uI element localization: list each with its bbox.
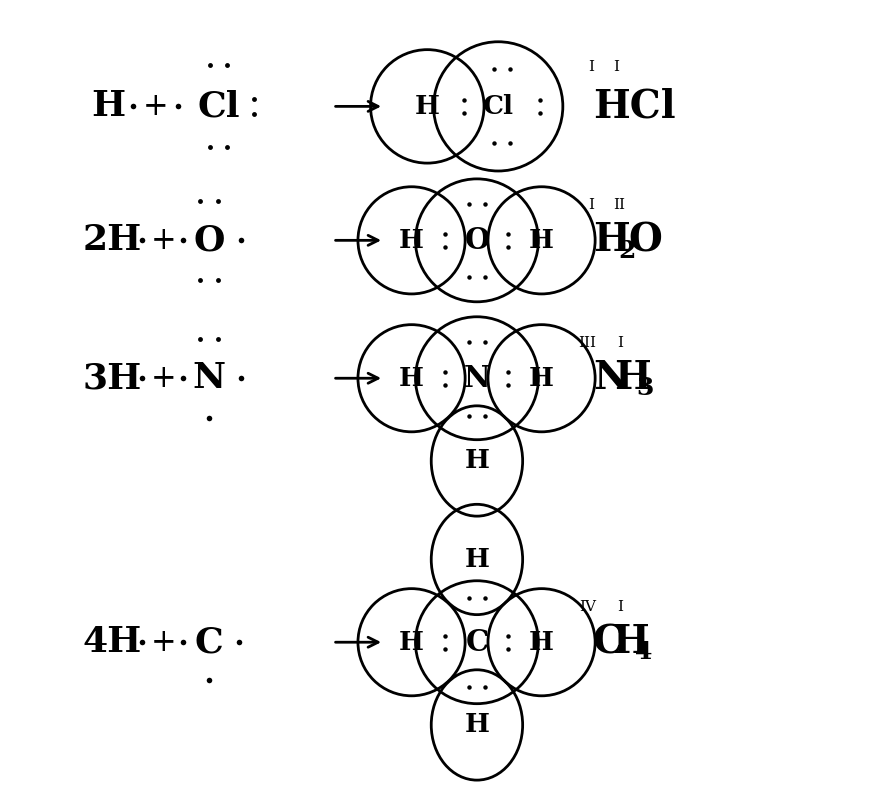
- Text: C: C: [195, 625, 224, 660]
- Text: H: H: [529, 228, 554, 253]
- Text: H: H: [465, 547, 489, 572]
- Text: O: O: [628, 221, 662, 259]
- Text: O: O: [193, 223, 224, 258]
- Text: 3: 3: [637, 377, 654, 400]
- Text: O: O: [464, 226, 490, 255]
- Text: I: I: [618, 336, 623, 350]
- Text: H: H: [399, 366, 424, 391]
- Text: H: H: [91, 89, 125, 124]
- Text: N: N: [593, 359, 628, 397]
- Text: H: H: [529, 366, 554, 391]
- Text: H: H: [614, 359, 651, 397]
- Text: I: I: [613, 60, 620, 74]
- Text: C: C: [593, 623, 624, 661]
- Text: H: H: [465, 448, 489, 474]
- Text: H: H: [612, 623, 649, 661]
- Text: H: H: [465, 712, 489, 738]
- Text: Cl: Cl: [483, 94, 514, 119]
- Text: I: I: [618, 600, 623, 614]
- Text: H: H: [399, 228, 424, 253]
- Text: +: +: [150, 225, 176, 256]
- Text: I: I: [588, 60, 595, 74]
- Text: IV: IV: [578, 600, 595, 614]
- Text: 4H: 4H: [82, 625, 142, 660]
- Text: H: H: [529, 630, 554, 655]
- Text: 4: 4: [635, 641, 652, 664]
- Text: I: I: [588, 198, 595, 212]
- Text: III: III: [578, 336, 596, 350]
- Text: H: H: [399, 630, 424, 655]
- Text: +: +: [150, 626, 176, 658]
- Text: H: H: [415, 94, 440, 119]
- Text: N: N: [192, 361, 225, 396]
- Text: 3H: 3H: [82, 361, 142, 396]
- Text: H: H: [593, 221, 629, 259]
- Text: II: II: [612, 198, 625, 212]
- Text: +: +: [150, 362, 176, 394]
- Text: 2H: 2H: [82, 223, 142, 258]
- Text: 2: 2: [619, 239, 637, 262]
- Text: Cl: Cl: [198, 89, 240, 124]
- Text: HCl: HCl: [593, 87, 675, 125]
- Text: N: N: [464, 364, 490, 392]
- Text: +: +: [143, 91, 168, 122]
- Text: C: C: [466, 628, 488, 656]
